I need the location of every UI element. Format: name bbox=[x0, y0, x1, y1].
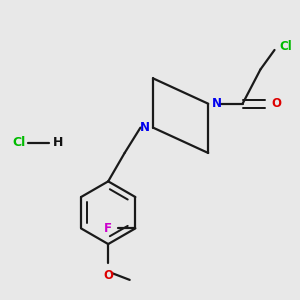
Text: F: F bbox=[104, 222, 112, 235]
Text: H: H bbox=[53, 136, 63, 149]
Text: Cl: Cl bbox=[13, 136, 26, 149]
Text: N: N bbox=[140, 121, 150, 134]
Text: O: O bbox=[103, 269, 113, 282]
Text: Cl: Cl bbox=[279, 40, 292, 53]
Text: N: N bbox=[212, 97, 222, 110]
Text: O: O bbox=[272, 97, 282, 110]
